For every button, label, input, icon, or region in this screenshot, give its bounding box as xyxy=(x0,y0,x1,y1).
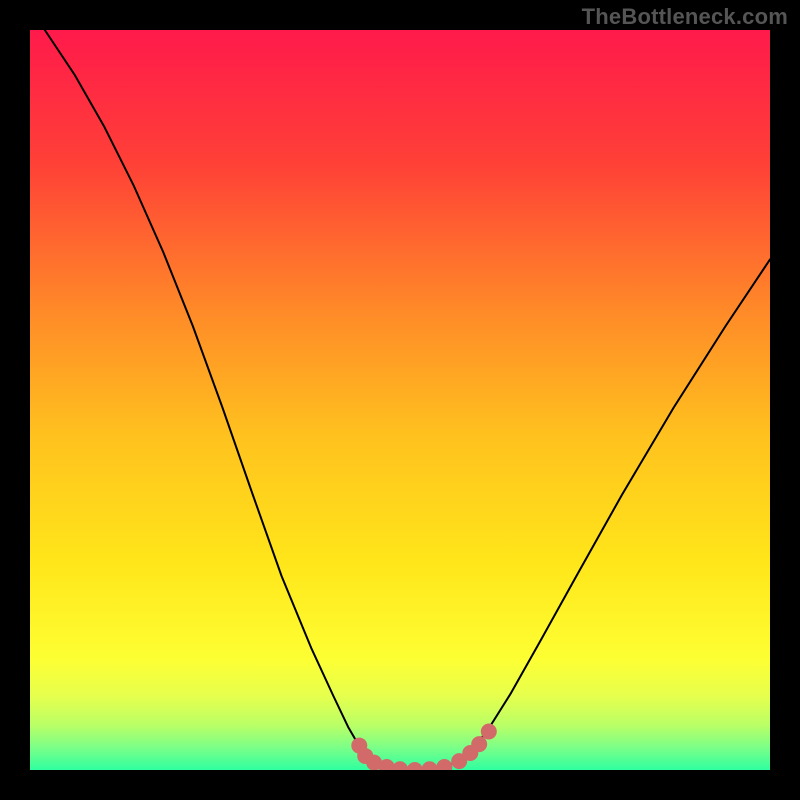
curve-marker xyxy=(471,736,487,752)
bottleneck-chart xyxy=(0,0,800,800)
curve-marker xyxy=(481,724,497,740)
plot-border-left xyxy=(0,0,30,800)
plot-border-right xyxy=(770,0,800,800)
chart-frame: TheBottleneck.com xyxy=(0,0,800,800)
chart-background xyxy=(30,30,770,770)
plot-border-top xyxy=(0,0,800,30)
plot-border-bottom xyxy=(0,770,800,800)
